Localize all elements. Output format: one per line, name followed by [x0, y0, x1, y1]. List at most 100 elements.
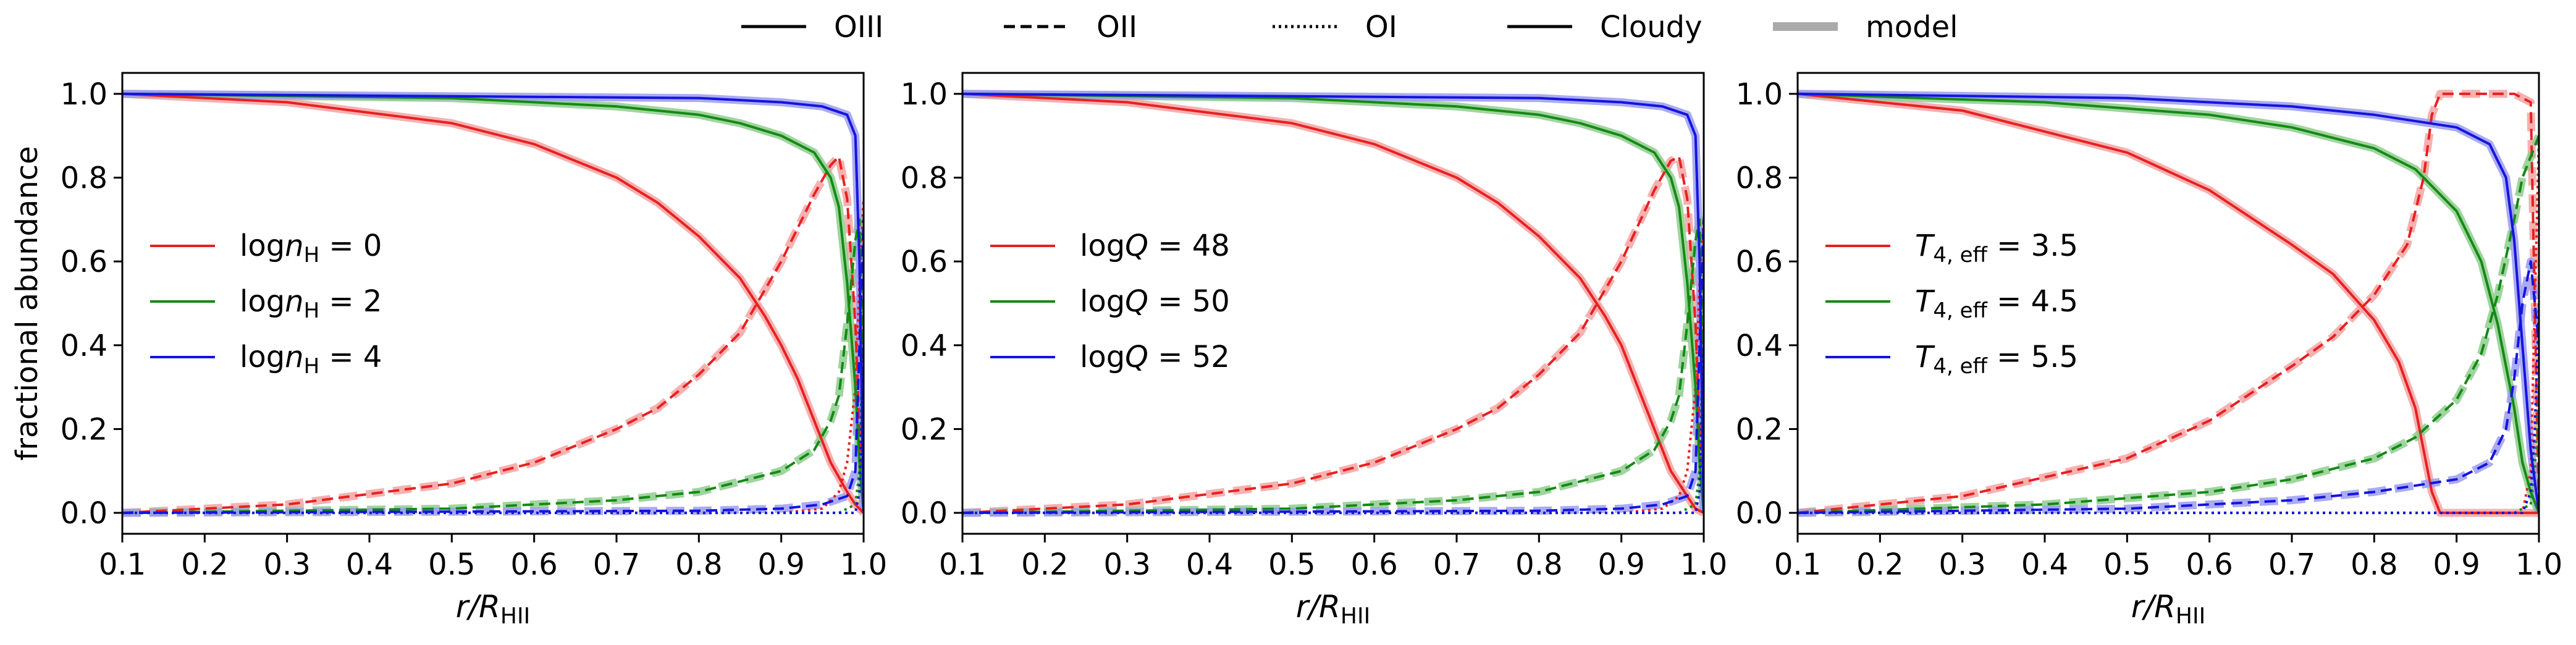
- legend-base: log: [1080, 340, 1125, 374]
- y-tick-label: 0.4: [901, 329, 948, 363]
- cloudy-T4eff=3.5-oii: [1798, 92, 2539, 515]
- x-tick-label: 0.7: [2268, 547, 2315, 582]
- legend-sub: 4, eff: [1933, 298, 1988, 323]
- cloudy-logn_H=4-oii: [122, 219, 864, 515]
- cloudy-logQ=48-oi: [962, 219, 1704, 515]
- cloudy-logn_H=0-oii: [122, 155, 864, 515]
- y-tick-label: 0.4: [61, 329, 107, 363]
- legend-var: n: [285, 284, 303, 319]
- x-tick-label: 0.9: [2433, 547, 2480, 582]
- legend-var: T: [1915, 340, 1935, 374]
- x-axis-label: r/RHII: [456, 589, 530, 629]
- x-tick-label: 1.0: [1680, 547, 1727, 582]
- cloudy-logQ=48-oii: [962, 155, 1704, 515]
- legend-sub: H: [304, 298, 320, 323]
- x-tick-label: 0.8: [2351, 547, 2397, 582]
- cloudy-logn_H=4-oi: [122, 345, 864, 515]
- legend-rest: = 50: [1148, 284, 1230, 319]
- panel-legend-label: lognH = 4: [240, 340, 382, 379]
- cloudy-logQ=50-oiii: [962, 92, 1704, 513]
- cloudy-T4eff=3.5-oiii: [1798, 92, 2539, 515]
- x-tick-label: 1.0: [840, 547, 887, 582]
- legend-label-oiii: OIII: [834, 10, 883, 44]
- model-logn_H=0-oii: [122, 153, 864, 517]
- x-tick-label: 0.8: [1515, 547, 1562, 582]
- plot-area: [1798, 90, 2539, 517]
- y-tick-label: 0.2: [901, 412, 948, 447]
- x-tick-label: 0.6: [2186, 547, 2233, 582]
- y-tick-label: 0.0: [901, 496, 948, 531]
- y-tick-label: 0.6: [901, 245, 948, 279]
- y-tick-label: 0.8: [901, 161, 948, 196]
- legend-rest: = 2: [319, 284, 382, 319]
- cloudy-T4eff=5.5-oii: [1798, 260, 2539, 515]
- model-T4eff=5.5-oiii: [1798, 90, 2539, 513]
- legend-rest: = 4.5: [1987, 284, 2078, 319]
- panel-logq: 0.1 0.2 0.3 0.4 0.5 0.6 0.7 0.8 0.9 1.0 0.0 0.2 0.4 0…: [901, 72, 1727, 629]
- legend-rest: = 52: [1148, 340, 1230, 374]
- x-tick-label: 0.4: [1186, 547, 1233, 582]
- legend-base: log: [1080, 284, 1125, 319]
- x-tick-label: 0.5: [428, 547, 475, 582]
- model-T4eff=3.5-oiii: [1798, 90, 2539, 517]
- x-tick-label: 1.0: [2515, 547, 2562, 582]
- x-label-main: r/R: [1296, 589, 1341, 625]
- plot-area: [962, 90, 1704, 517]
- model-T4eff=4.5-oiii: [1798, 90, 2539, 515]
- legend-base: log: [240, 229, 285, 263]
- legend-sub: H: [304, 354, 320, 379]
- x-tick-label: 0.4: [2021, 547, 2068, 582]
- y-tick-label: 0.6: [61, 245, 107, 279]
- cloudy-T4eff=5.5-oiii: [1798, 92, 2539, 513]
- y-tick-label: 0.0: [61, 496, 107, 531]
- legend-base: log: [1080, 229, 1125, 263]
- panel-lognh: 0.1 0.2 0.3 0.4 0.5 0.6 0.7 0.8 0.9 1.0 0.0 0.2 0.4 0…: [10, 72, 887, 629]
- model-logQ=52-oii: [962, 219, 1704, 517]
- legend-sub: 4, eff: [1933, 243, 1988, 268]
- cloudy-logQ=52-oi: [962, 345, 1704, 515]
- legend-label-model: model: [1866, 10, 1958, 44]
- legend-base: log: [240, 340, 285, 374]
- x-tick-label: 0.1: [939, 547, 986, 582]
- x-label-main: r/R: [2131, 589, 2176, 625]
- legend-rest: = 5.5: [1987, 340, 2078, 374]
- model-logQ=48-oii: [962, 153, 1704, 517]
- cloudy-T4eff=4.5-oiii: [1798, 92, 2539, 513]
- model-T4eff=3.5-oii: [1798, 90, 2539, 517]
- y-tick-label: 1.0: [1736, 77, 1783, 112]
- x-tick-label: 0.5: [2103, 547, 2150, 582]
- y-tick-label: 0.6: [1736, 245, 1783, 279]
- y-tick-label: 1.0: [61, 77, 107, 112]
- legend-var: T: [1915, 284, 1935, 319]
- x-label-sub: HII: [500, 604, 530, 629]
- top-legend: OIII OII OI Cloudy model: [741, 10, 1958, 44]
- panel-legend-label: lognH = 0: [240, 229, 382, 268]
- legend-label-oi: OI: [1365, 10, 1397, 44]
- x-label-sub: HII: [2176, 604, 2205, 629]
- legend-sub: 4, eff: [1933, 354, 1988, 379]
- legend-sub: H: [304, 243, 320, 268]
- x-tick-label: 0.5: [1268, 547, 1315, 582]
- legend-var: n: [285, 229, 303, 263]
- y-tick-label: 0.0: [1736, 496, 1783, 531]
- legend-var: n: [285, 340, 303, 374]
- model-T4eff=4.5-oii: [1798, 134, 2539, 517]
- legend-base: log: [240, 284, 285, 319]
- x-tick-label: 0.3: [1103, 547, 1150, 582]
- legend-label-cloudy: Cloudy: [1600, 10, 1703, 44]
- panel-legend-label: lognH = 2: [240, 284, 382, 323]
- cloudy-logn_H=4-oiii: [122, 92, 864, 513]
- y-tick-label: 1.0: [901, 77, 948, 112]
- model-logn_H=4-oii: [122, 219, 864, 517]
- y-tick-label: 0.2: [61, 412, 107, 447]
- x-tick-label: 0.9: [757, 547, 804, 582]
- axes-frame: [1796, 72, 2540, 535]
- legend-label-oii: OII: [1096, 10, 1137, 44]
- cloudy-logQ=52-oiii: [962, 92, 1704, 513]
- y-tick-label: 0.8: [61, 161, 107, 196]
- panel-legend-label: T4, eff = 4.5: [1915, 284, 2078, 323]
- plot-area: [122, 90, 864, 517]
- axes-frame: [121, 72, 865, 535]
- panel-legend-label: T4, eff = 3.5: [1915, 229, 2078, 268]
